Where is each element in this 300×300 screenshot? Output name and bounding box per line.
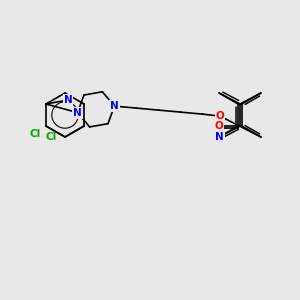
Text: N: N — [110, 101, 119, 111]
Text: N: N — [64, 95, 72, 105]
Text: O: O — [216, 111, 224, 121]
Text: Cl: Cl — [30, 129, 41, 139]
Text: N: N — [73, 108, 82, 118]
Text: N: N — [215, 132, 224, 142]
Text: O: O — [214, 121, 223, 131]
Text: Cl: Cl — [46, 132, 57, 142]
